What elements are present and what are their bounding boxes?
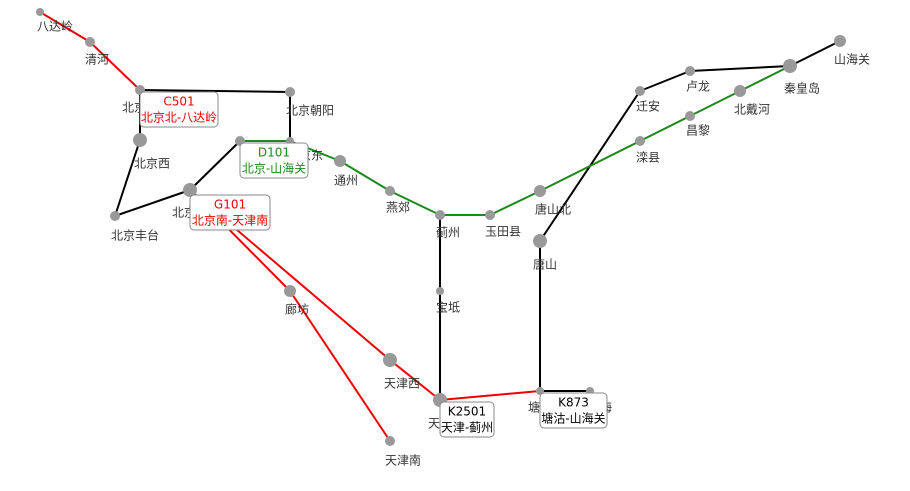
train-code: K873: [558, 396, 589, 410]
station-dot: [635, 136, 645, 146]
station-dot: [334, 155, 346, 167]
rail-line: [114, 139, 141, 217]
station-label: 昌黎: [686, 124, 710, 138]
station-dot: [485, 210, 495, 220]
train-code: C501: [163, 95, 194, 109]
station-dot: [783, 59, 797, 73]
rail-line: [389, 190, 441, 216]
station-dot: [385, 436, 395, 446]
station-dot: [285, 87, 295, 97]
station-label: 蓟州: [436, 226, 460, 240]
station-dot: [385, 186, 395, 196]
station-dot: [734, 85, 746, 97]
train-route: 天津-蓟州: [441, 421, 493, 435]
train-route: 塘沽-山海关: [541, 411, 605, 426]
train-box: [139, 91, 219, 128]
station-label: 清河: [85, 53, 109, 67]
station-label: 廊坊: [285, 302, 309, 317]
train-box: [539, 392, 608, 429]
station-label: 北戴河: [734, 102, 770, 117]
station-dot: [183, 183, 197, 197]
station-label: 北京丰台: [111, 228, 159, 243]
rail-line: [489, 190, 541, 216]
station-dot: [435, 210, 445, 220]
rail-line: [339, 160, 391, 192]
station-label: 秦皇岛: [784, 81, 820, 96]
station-dot: [284, 285, 296, 297]
rail-line: [789, 40, 841, 67]
train-route: 北京北-八达岭: [141, 111, 217, 125]
rail-line: [439, 390, 541, 401]
train-box: [439, 401, 495, 438]
station-dot: [533, 234, 547, 248]
train-route: 北京南-天津南: [192, 213, 268, 228]
rail-line: [139, 89, 291, 93]
station-label: 唐山北: [535, 202, 571, 217]
station-dot: [383, 353, 397, 367]
station-dot: [834, 35, 846, 47]
train-box: [239, 142, 309, 179]
station-label: 玉田县: [485, 225, 521, 239]
station-dot: [85, 37, 95, 47]
rail-line: [114, 189, 191, 217]
station-dot: [133, 133, 147, 147]
station-dot: [685, 66, 695, 76]
train-code: K2501: [448, 405, 486, 419]
rail-line: [389, 359, 441, 401]
station-label: 八达岭: [37, 20, 73, 34]
train-box: [189, 194, 271, 231]
station-dot: [534, 185, 546, 197]
station-label: 唐山: [533, 257, 557, 272]
rail-line: [289, 290, 391, 442]
station-label: 山海关: [834, 52, 870, 67]
station-label: 滦县: [636, 150, 660, 165]
rail-line: [539, 140, 641, 192]
rail-line: [39, 11, 91, 43]
rail-line: [639, 70, 691, 92]
station-dot: [635, 86, 645, 96]
station-label: 天津西: [384, 377, 420, 391]
station-dot: [685, 111, 695, 121]
station-label: 天津南: [385, 453, 421, 468]
station-label: 北京朝阳: [286, 104, 334, 118]
station-label: 宝坻: [436, 300, 460, 315]
station-label: 燕郊: [386, 201, 410, 215]
rail-line: [739, 65, 791, 92]
rail-line: [639, 115, 691, 142]
station-dot: [436, 287, 444, 295]
station-dot: [110, 211, 120, 221]
train-code: G101: [214, 198, 246, 212]
rail-line: [689, 90, 741, 117]
rail-line: [89, 41, 141, 91]
station-label: 通州: [334, 174, 358, 188]
rail-line: [689, 65, 791, 72]
train-code: D101: [258, 146, 290, 160]
rail-line: [189, 140, 241, 191]
station-label: 北京西: [134, 157, 170, 171]
station-label: 迁安: [636, 99, 660, 114]
station-label: 卢龙: [686, 79, 710, 94]
station-dot: [36, 8, 44, 16]
train-route: 北京-山海关: [242, 161, 306, 176]
